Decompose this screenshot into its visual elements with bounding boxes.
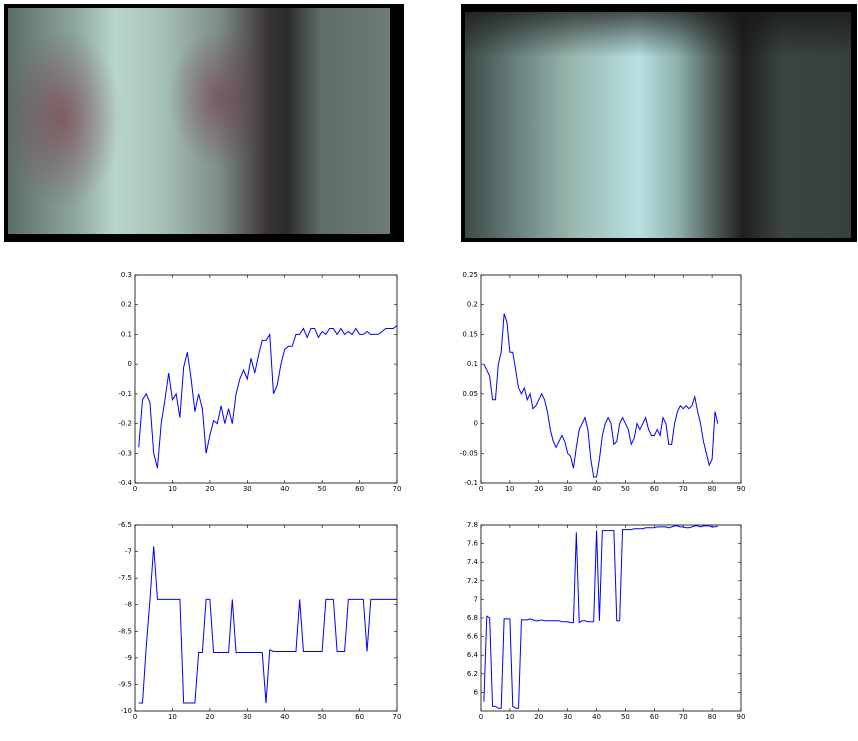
x-tick-label: 0 xyxy=(479,713,483,721)
y-tick-label: 6.4 xyxy=(467,651,479,659)
y-tick-label: -9 xyxy=(125,654,132,662)
data-line xyxy=(483,525,719,709)
x-tick-label: 60 xyxy=(650,713,659,721)
y-tick-label: 6.2 xyxy=(467,670,478,678)
y-tick-label: -0.1 xyxy=(464,479,478,487)
y-tick-label: -6.5 xyxy=(118,521,132,529)
x-tick-label: 40 xyxy=(280,485,289,493)
data-line xyxy=(483,313,719,478)
x-tick-label: 10 xyxy=(168,713,177,721)
x-tick-label: 50 xyxy=(318,713,327,721)
x-tick-label: 20 xyxy=(534,713,543,721)
x-tick-label: 20 xyxy=(205,485,214,493)
y-tick-label: 7.4 xyxy=(467,558,479,566)
y-tick-label: -10 xyxy=(121,707,132,715)
x-tick-label: 60 xyxy=(355,485,364,493)
y-tick-label: -0.3 xyxy=(118,449,132,457)
x-tick-label: 30 xyxy=(563,713,572,721)
x-tick-label: 20 xyxy=(534,485,543,493)
y-tick-label: 6.6 xyxy=(467,633,479,641)
y-tick-label: 0 xyxy=(474,420,478,428)
x-tick-label: 40 xyxy=(592,485,601,493)
x-tick-label: 70 xyxy=(679,485,688,493)
y-tick-label: -7.5 xyxy=(118,574,132,582)
y-tick-label: 0.15 xyxy=(462,330,478,338)
x-tick-label: 10 xyxy=(505,713,514,721)
x-tick-label: 0 xyxy=(479,485,483,493)
y-tick-label: 0.2 xyxy=(467,301,478,309)
x-tick-label: 0 xyxy=(133,713,137,721)
y-tick-label: -8.5 xyxy=(118,627,132,635)
plot-frame xyxy=(480,274,742,484)
x-tick-label: 40 xyxy=(592,713,601,721)
x-tick-label: 50 xyxy=(318,485,327,493)
y-tick-label: 7.2 xyxy=(467,577,478,585)
x-tick-label: 10 xyxy=(505,485,514,493)
x-tick-label: 90 xyxy=(737,485,746,493)
x-tick-label: 70 xyxy=(679,713,688,721)
y-tick-label: 7.6 xyxy=(467,540,479,548)
x-tick-label: 0 xyxy=(133,485,137,493)
x-tick-label: 60 xyxy=(355,713,364,721)
x-tick-label: 90 xyxy=(737,713,746,721)
y-tick-label: -7 xyxy=(125,548,132,556)
x-tick-label: 60 xyxy=(650,485,659,493)
x-tick-label: 70 xyxy=(393,713,402,721)
x-tick-label: 80 xyxy=(708,713,717,721)
y-tick-label: 0.05 xyxy=(462,390,478,398)
data-line xyxy=(138,546,397,704)
y-tick-label: 6 xyxy=(474,688,479,696)
x-tick-label: 10 xyxy=(168,485,177,493)
x-tick-label: 30 xyxy=(243,485,252,493)
x-tick-label: 40 xyxy=(280,713,289,721)
image-left xyxy=(4,4,404,242)
x-tick-label: 30 xyxy=(243,713,252,721)
y-tick-label: -0.1 xyxy=(118,390,132,398)
plot-frame xyxy=(134,524,398,712)
data-line xyxy=(138,325,398,469)
y-tick-label: 0.3 xyxy=(121,271,132,279)
x-tick-label: 20 xyxy=(205,713,214,721)
plot-frame xyxy=(134,274,398,484)
y-tick-label: -9.5 xyxy=(118,680,132,688)
x-tick-label: 30 xyxy=(563,485,572,493)
plot-frame xyxy=(480,524,742,712)
y-tick-label: 0.25 xyxy=(462,271,478,279)
y-tick-label: 7.8 xyxy=(467,521,478,529)
y-tick-label: 0 xyxy=(128,360,132,368)
y-tick-label: -0.2 xyxy=(118,420,132,428)
y-tick-label: 0.1 xyxy=(121,330,132,338)
y-tick-label: 0.2 xyxy=(121,301,132,309)
x-tick-label: 50 xyxy=(621,713,630,721)
x-tick-label: 70 xyxy=(393,485,402,493)
y-tick-label: 6.8 xyxy=(467,614,478,622)
x-tick-label: 80 xyxy=(708,485,717,493)
y-tick-label: -0.05 xyxy=(460,449,478,457)
y-tick-label: 7 xyxy=(474,595,478,603)
x-tick-label: 50 xyxy=(621,485,630,493)
y-tick-label: -0.4 xyxy=(118,479,132,487)
y-tick-label: -8 xyxy=(125,601,132,609)
image-right xyxy=(461,4,857,242)
y-tick-label: 0.1 xyxy=(467,360,478,368)
